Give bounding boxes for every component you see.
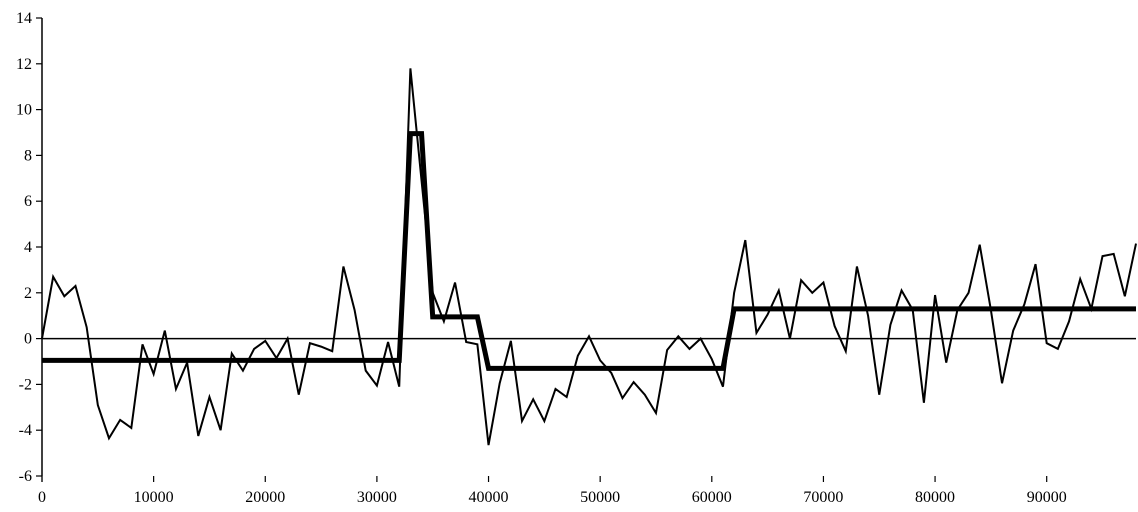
y-tick-label: 12 xyxy=(16,56,32,73)
y-tick-label: -6 xyxy=(19,468,32,485)
y-tick-label: -2 xyxy=(19,376,32,393)
y-tick-label: 6 xyxy=(24,193,32,210)
step-fit-line xyxy=(42,131,1136,371)
x-tick-label: 20000 xyxy=(245,489,285,506)
x-tick-label: 10000 xyxy=(134,489,174,506)
raw-signal-line xyxy=(41,68,1137,446)
y-tick-label: 10 xyxy=(16,102,32,119)
y-tick-label: 8 xyxy=(24,147,32,164)
y-tick-label: -4 xyxy=(19,422,32,439)
series-layer xyxy=(41,68,1137,446)
y-tick-label: 2 xyxy=(24,285,32,302)
x-tick-label: 40000 xyxy=(469,489,509,506)
y-tick-label: 0 xyxy=(24,331,32,348)
x-tick-label: 50000 xyxy=(580,489,620,506)
tick-labels: -6 -4 -2 0 2 4 6 8 10 12 14 0 10000 20000 30000 40000 50… xyxy=(16,10,1067,506)
x-tick-label: 0 xyxy=(38,489,46,506)
x-tick-label: 70000 xyxy=(803,489,843,506)
x-tick-label: 90000 xyxy=(1027,489,1067,506)
axes xyxy=(36,17,1136,482)
y-tick-label: 4 xyxy=(24,239,32,256)
x-tick-label: 60000 xyxy=(692,489,732,506)
y-tick-label: 14 xyxy=(16,10,32,27)
x-tick-label: 80000 xyxy=(915,489,955,506)
x-tick-label: 30000 xyxy=(357,489,397,506)
